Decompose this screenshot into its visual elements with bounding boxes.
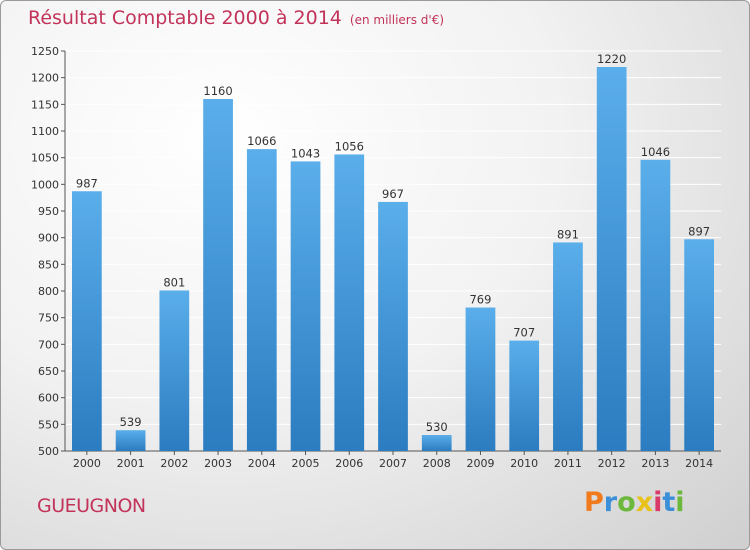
bar: [203, 99, 233, 451]
bar-value-label: 897: [688, 224, 710, 238]
bar: [246, 149, 277, 451]
bar: [553, 242, 583, 451]
bar-value-label: 530: [426, 420, 448, 434]
y-tick-label: 1050: [31, 152, 59, 165]
x-tick-label: 2006: [335, 457, 363, 470]
y-tick-label: 850: [38, 258, 59, 271]
y-tick-label: 600: [38, 392, 59, 405]
y-tick-label: 500: [38, 445, 59, 458]
x-tick-label: 2014: [685, 457, 713, 470]
x-tick-label: 2003: [204, 457, 232, 470]
y-tick-label: 950: [38, 205, 59, 218]
bar: [684, 239, 715, 451]
bar-value-label: 891: [557, 227, 579, 241]
x-tick-label: 2001: [117, 457, 145, 470]
chart-title-text: Résultat Comptable 2000 à 2014: [28, 7, 342, 29]
logo-letter: P: [584, 487, 604, 518]
bar-value-label: 769: [469, 293, 491, 307]
bar: [334, 154, 365, 451]
y-tick-label: 750: [38, 312, 59, 325]
logo-letter: i: [653, 487, 663, 518]
bar-value-label: 1160: [203, 84, 232, 98]
y-tick-label: 900: [38, 232, 59, 245]
commune-name: GUEUGNON: [37, 495, 146, 517]
bar: [465, 307, 496, 451]
bar-value-label: 1220: [597, 52, 626, 66]
y-tick-label: 1000: [31, 178, 59, 191]
bar: [290, 161, 321, 451]
x-tick-label: 2012: [598, 457, 626, 470]
y-tick-label: 1200: [31, 72, 59, 85]
bar: [115, 430, 146, 451]
y-tick-label: 1150: [31, 98, 59, 111]
logo-letter: x: [635, 487, 654, 518]
y-tick-label: 550: [38, 418, 59, 431]
bar-value-label: 987: [76, 176, 98, 190]
bar-value-label: 1056: [335, 139, 364, 153]
x-tick-label: 2007: [379, 457, 407, 470]
x-tick-label: 2008: [423, 457, 451, 470]
x-tick-label: 2013: [641, 457, 669, 470]
bar-value-label: 1066: [247, 134, 276, 148]
x-tick-label: 2004: [248, 457, 276, 470]
bar-value-label: 707: [513, 326, 535, 340]
y-tick-label: 700: [38, 338, 59, 351]
bar-value-label: 1046: [641, 145, 670, 159]
bar: [509, 340, 540, 451]
bar: [596, 67, 627, 451]
logo-letter: i: [675, 487, 685, 518]
y-tick-label: 1250: [31, 45, 59, 58]
x-tick-label: 2009: [466, 457, 494, 470]
x-tick-label: 2011: [554, 457, 582, 470]
bar: [71, 191, 102, 451]
y-tick-label: 800: [38, 285, 59, 298]
bar: [421, 435, 452, 451]
bar-value-label: 967: [382, 187, 404, 201]
bar-value-label: 539: [120, 415, 142, 429]
bar: [640, 159, 671, 452]
bar-value-label: 801: [163, 275, 185, 289]
bar-value-label: 1043: [291, 146, 320, 160]
chart-title: Résultat Comptable 2000 à 2014 (en millie…: [28, 7, 444, 29]
logo-letter: r: [603, 487, 618, 518]
x-tick-label: 2000: [73, 457, 101, 470]
bar: [159, 290, 190, 451]
x-tick-label: 2010: [510, 457, 538, 470]
x-tick-label: 2005: [292, 457, 320, 470]
bar: [378, 201, 408, 451]
logo-letter: o: [617, 487, 636, 518]
y-tick-label: 650: [38, 365, 59, 378]
logo-letter: t: [662, 487, 676, 518]
y-tick-label: 1100: [31, 125, 59, 138]
chart-unit: (en milliers d'€): [349, 13, 445, 27]
proxiti-logo: Proxiti: [584, 487, 685, 518]
x-tick-label: 2002: [160, 457, 188, 470]
